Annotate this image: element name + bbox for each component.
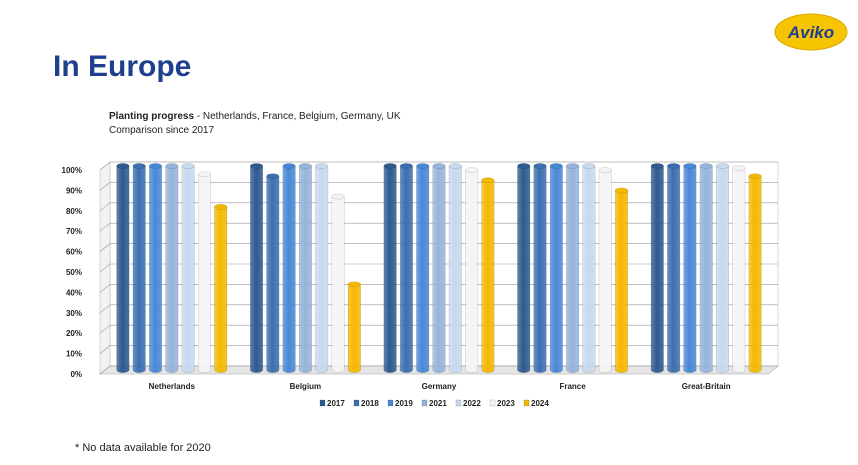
x-category-label: France xyxy=(559,382,586,391)
bar-netherlands-2022 xyxy=(181,163,195,373)
y-tick-label: 30% xyxy=(66,309,82,318)
bar-great-britain-2019 xyxy=(683,163,697,373)
bar-great-britain-2023 xyxy=(732,165,746,373)
legend-label-2018: 2018 xyxy=(361,399,379,408)
bar-france-2024 xyxy=(615,187,628,373)
x-category-label: Great-Britain xyxy=(682,382,731,391)
y-tick-label: 40% xyxy=(66,288,82,297)
bar-germany-2018 xyxy=(399,163,413,373)
x-category-label: Germany xyxy=(422,382,457,391)
bar-belgium-2017 xyxy=(250,163,263,373)
legend-label-2024: 2024 xyxy=(531,399,549,408)
bar-germany-2023 xyxy=(465,167,479,373)
bar-germany-2024 xyxy=(481,177,495,373)
x-category-label: Belgium xyxy=(290,382,322,391)
bar-france-2021 xyxy=(566,163,580,373)
svg-text:Aviko: Aviko xyxy=(787,23,834,42)
bar-netherlands-2018 xyxy=(132,163,146,373)
subtitle-bold: Planting progress xyxy=(109,111,195,122)
legend-swatch-2019 xyxy=(387,399,394,407)
bar-great-britain-2024 xyxy=(748,173,762,373)
bar-france-2018 xyxy=(533,163,547,373)
y-tick-label: 60% xyxy=(66,248,82,257)
legend-label-2017: 2017 xyxy=(327,399,345,408)
bar-france-2023 xyxy=(598,167,612,373)
legend-swatch-2021 xyxy=(421,399,428,407)
y-tick-label: 70% xyxy=(66,227,82,236)
bar-netherlands-2019 xyxy=(149,163,162,373)
bar-germany-2019 xyxy=(416,163,430,373)
aviko-logo: Aviko xyxy=(774,13,848,51)
subtitle-rest: - Netherlands, France, Belgium, Germany,… xyxy=(194,111,401,122)
bar-belgium-2018 xyxy=(266,173,280,373)
legend-swatch-2023 xyxy=(489,399,496,407)
footnote: * No data available for 2020 xyxy=(75,442,211,454)
bar-belgium-2021 xyxy=(298,163,312,373)
legend-swatch-2017 xyxy=(319,399,326,407)
bar-belgium-2023 xyxy=(331,193,345,373)
bar-germany-2022 xyxy=(448,163,462,373)
legend-label-2022: 2022 xyxy=(463,399,481,408)
bar-great-britain-2018 xyxy=(667,163,681,373)
bar-great-britain-2021 xyxy=(699,163,713,373)
bar-belgium-2024 xyxy=(347,281,361,373)
x-category-label: Netherlands xyxy=(149,382,196,391)
y-tick-label: 50% xyxy=(66,268,82,277)
bar-germany-2017 xyxy=(383,163,397,373)
bar-france-2022 xyxy=(582,163,596,373)
y-tick-label: 90% xyxy=(66,186,82,195)
y-tick-label: 10% xyxy=(66,350,82,359)
bar-belgium-2022 xyxy=(315,163,329,373)
bar-great-britain-2017 xyxy=(650,163,664,373)
subtitle-line2: Comparison since 2017 xyxy=(109,125,215,136)
legend-label-2023: 2023 xyxy=(497,399,515,408)
bar-netherlands-2021 xyxy=(165,163,179,373)
y-tick-label: 0% xyxy=(70,370,82,379)
bar-netherlands-2023 xyxy=(197,171,211,373)
bar-belgium-2019 xyxy=(282,163,296,373)
y-tick-label: 100% xyxy=(62,166,82,175)
y-tick-label: 20% xyxy=(66,329,82,338)
gridline xyxy=(99,161,778,171)
chart-subtitle: Planting progress - Netherlands, France,… xyxy=(109,110,401,138)
bar-france-2017 xyxy=(517,163,531,373)
legend-swatch-2018 xyxy=(353,399,360,407)
bar-france-2019 xyxy=(549,163,563,373)
bar-great-britain-2022 xyxy=(716,163,729,373)
y-tick-label: 80% xyxy=(66,207,82,216)
page-title: In Europe xyxy=(53,50,192,83)
bar-netherlands-2017 xyxy=(116,163,130,373)
legend-label-2021: 2021 xyxy=(429,399,447,408)
legend-swatch-2022 xyxy=(455,399,462,407)
legend-swatch-2024 xyxy=(523,399,530,407)
bar-germany-2021 xyxy=(432,163,446,373)
legend-label-2019: 2019 xyxy=(395,399,413,408)
bar-netherlands-2024 xyxy=(214,203,228,373)
